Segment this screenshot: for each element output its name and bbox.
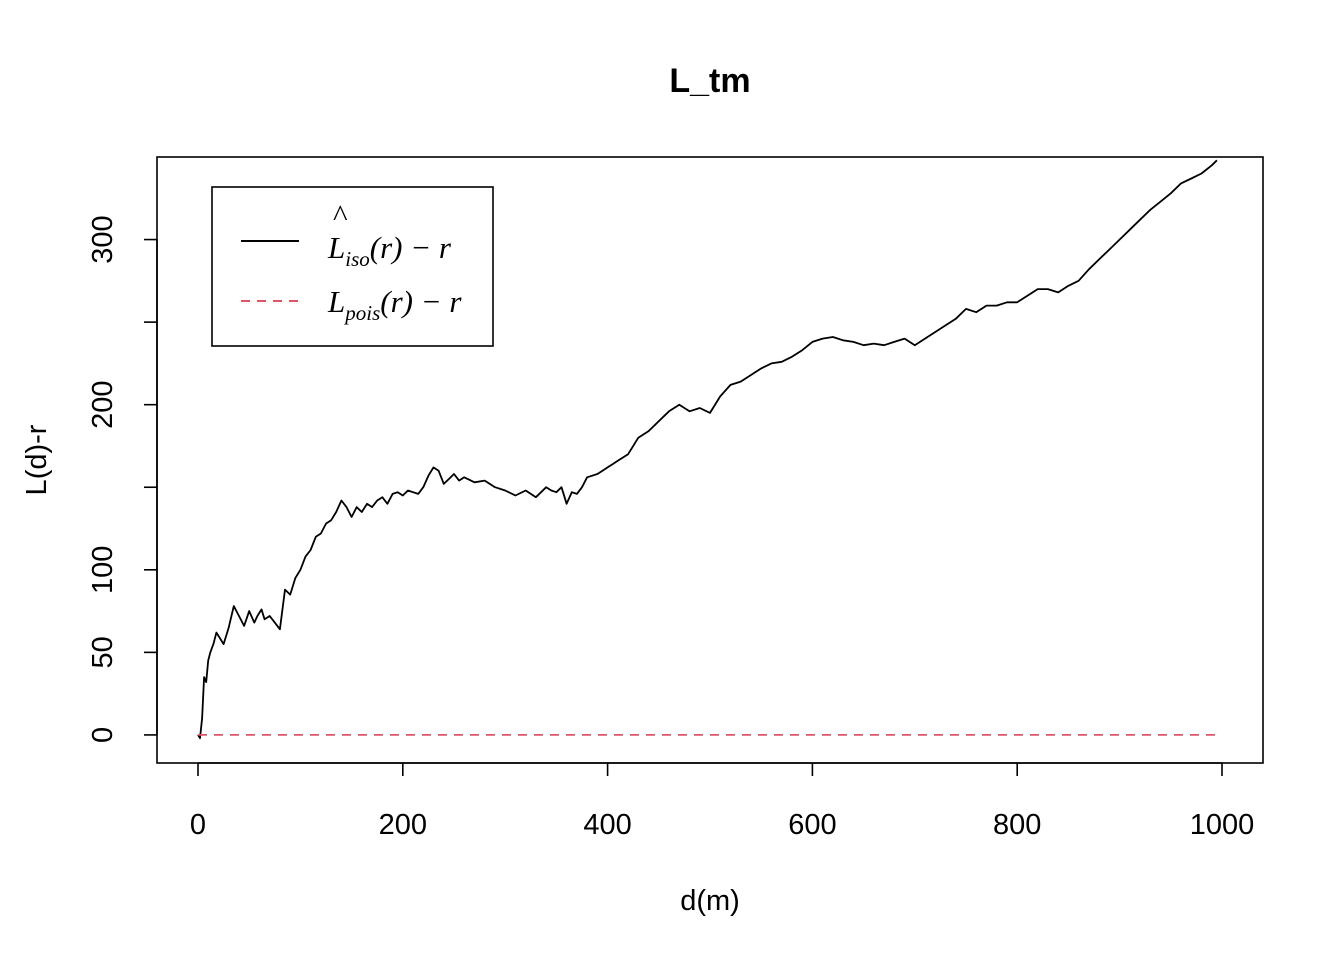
series-layer bbox=[197, 159, 1222, 740]
legend-sub-iso: iso bbox=[345, 247, 370, 271]
y-tick-label: 100 bbox=[87, 546, 119, 594]
legend-label-iso: Liso(r) − r bbox=[327, 230, 452, 271]
x-tick-label: 600 bbox=[788, 809, 836, 841]
legend: ^ Liso(r) − r Lpois(r) − r bbox=[211, 186, 494, 347]
y-axis: 0 50 100 200 300 bbox=[87, 215, 158, 743]
legend-label-pois: Lpois(r) − r bbox=[327, 284, 462, 325]
x-tick-label: 800 bbox=[993, 809, 1041, 841]
x-tick-label: 1000 bbox=[1190, 809, 1255, 841]
legend-base-iso: L bbox=[327, 230, 345, 265]
legend-box bbox=[211, 186, 494, 347]
x-tick-label: 400 bbox=[583, 809, 631, 841]
y-tick-label: 300 bbox=[87, 215, 119, 263]
y-tick-label: 50 bbox=[87, 636, 119, 668]
x-tick-label: 200 bbox=[379, 809, 427, 841]
x-tick-label: 0 bbox=[190, 809, 206, 841]
legend-hat-iso: ^ bbox=[333, 198, 348, 233]
x-axis: 0 200 400 600 800 1000 bbox=[190, 762, 1255, 841]
legend-suffix-iso: (r) − r bbox=[370, 230, 452, 265]
series-line-iso bbox=[197, 159, 1218, 740]
legend-sub-pois: pois bbox=[343, 301, 380, 325]
legend-suffix-pois: (r) − r bbox=[380, 284, 462, 319]
legend-base-pois: L bbox=[327, 284, 345, 319]
y-axis-label: L(d)-r bbox=[21, 424, 53, 495]
x-axis-label: d(m) bbox=[680, 885, 740, 917]
y-tick-label: 200 bbox=[87, 380, 119, 428]
chart-title: L_tm bbox=[669, 62, 750, 100]
y-tick-label: 0 bbox=[87, 727, 119, 743]
